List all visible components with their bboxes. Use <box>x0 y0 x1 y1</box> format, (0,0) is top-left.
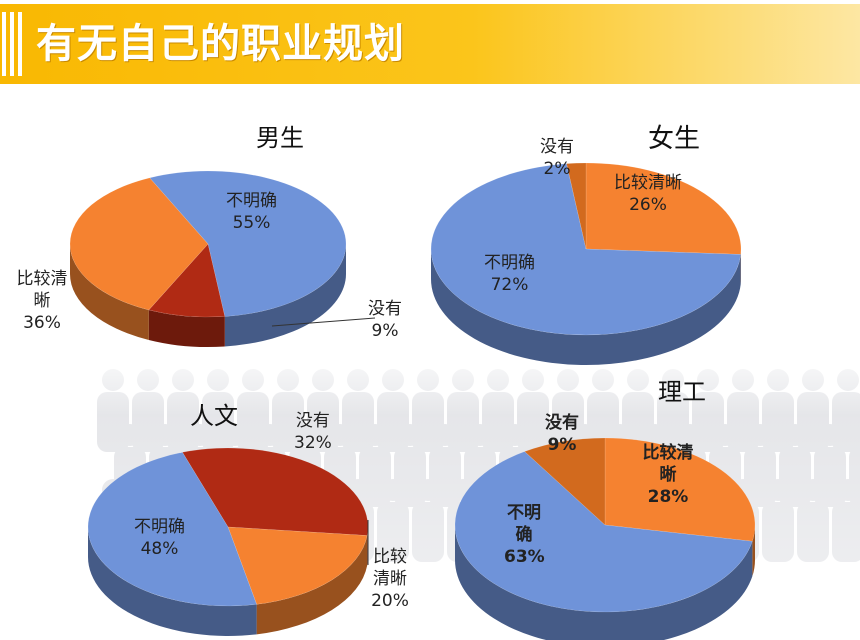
pie-slice-没有 <box>524 437 606 526</box>
slice-label: 不明确 48% <box>134 517 185 559</box>
chart-title-humanities: 人文 <box>190 402 238 430</box>
pie-side-没有 <box>148 309 225 347</box>
pie-slice-没有 <box>566 162 587 250</box>
pie-slice-不明确 <box>87 452 257 607</box>
pie-chart-humanities <box>87 447 369 636</box>
pie-slice-比较清晰 <box>69 177 209 311</box>
pie-slice-比较清晰 <box>227 526 368 605</box>
title-banner: 有无自己的职业规划 <box>0 4 860 84</box>
banner-stripes <box>0 4 30 84</box>
slice-label: 比较清晰 36% <box>16 269 68 333</box>
pie-side-比较清晰 <box>256 535 368 635</box>
slice-label: 比较清晰 20% <box>371 547 409 611</box>
pie-slice-不明确 <box>454 451 753 613</box>
pie-chart-female <box>430 162 742 365</box>
pie-slice-不明确 <box>430 163 741 336</box>
pie-slice-比较清晰 <box>604 437 756 542</box>
pie-side-不明确 <box>224 244 346 347</box>
pie-slice-没有 <box>182 447 369 536</box>
slice-label: 不明确 55% <box>226 191 277 233</box>
slice-label: 没有 9% <box>545 413 579 455</box>
slice-label: 没有 9% <box>368 299 402 341</box>
slice-label: 不明确 63% <box>504 503 545 567</box>
slice-label: 比较清晰 28% <box>642 443 694 507</box>
slice-label: 没有 32% <box>294 411 332 453</box>
chart-title-female: 女生 <box>648 124 701 154</box>
pie-chart-science-engineering <box>454 437 756 640</box>
pie-side-比较清晰 <box>70 244 149 340</box>
pie-slice-比较清晰 <box>585 162 742 255</box>
chart-title-male: 男生 <box>256 124 304 152</box>
pie-side-不明确 <box>88 527 257 636</box>
page-title: 有无自己的职业规划 <box>36 21 405 67</box>
pie-slice-没有 <box>148 243 226 318</box>
pie-slice-不明确 <box>149 170 347 317</box>
slice-label: 没有 2% <box>540 137 574 179</box>
pie-side-不明确 <box>455 525 753 640</box>
pie-side-不明确 <box>431 249 741 365</box>
pie-side-比较清晰 <box>752 525 755 577</box>
chart-title-science: 理工 <box>658 378 706 406</box>
slice-label: 不明确 72% <box>484 253 535 295</box>
pie-chart-male <box>69 170 347 347</box>
slice-label: 比较清晰 26% <box>614 173 682 215</box>
leader-line <box>271 317 376 327</box>
